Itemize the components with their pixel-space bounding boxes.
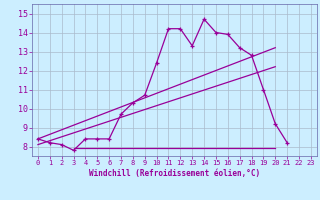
X-axis label: Windchill (Refroidissement éolien,°C): Windchill (Refroidissement éolien,°C) bbox=[89, 169, 260, 178]
